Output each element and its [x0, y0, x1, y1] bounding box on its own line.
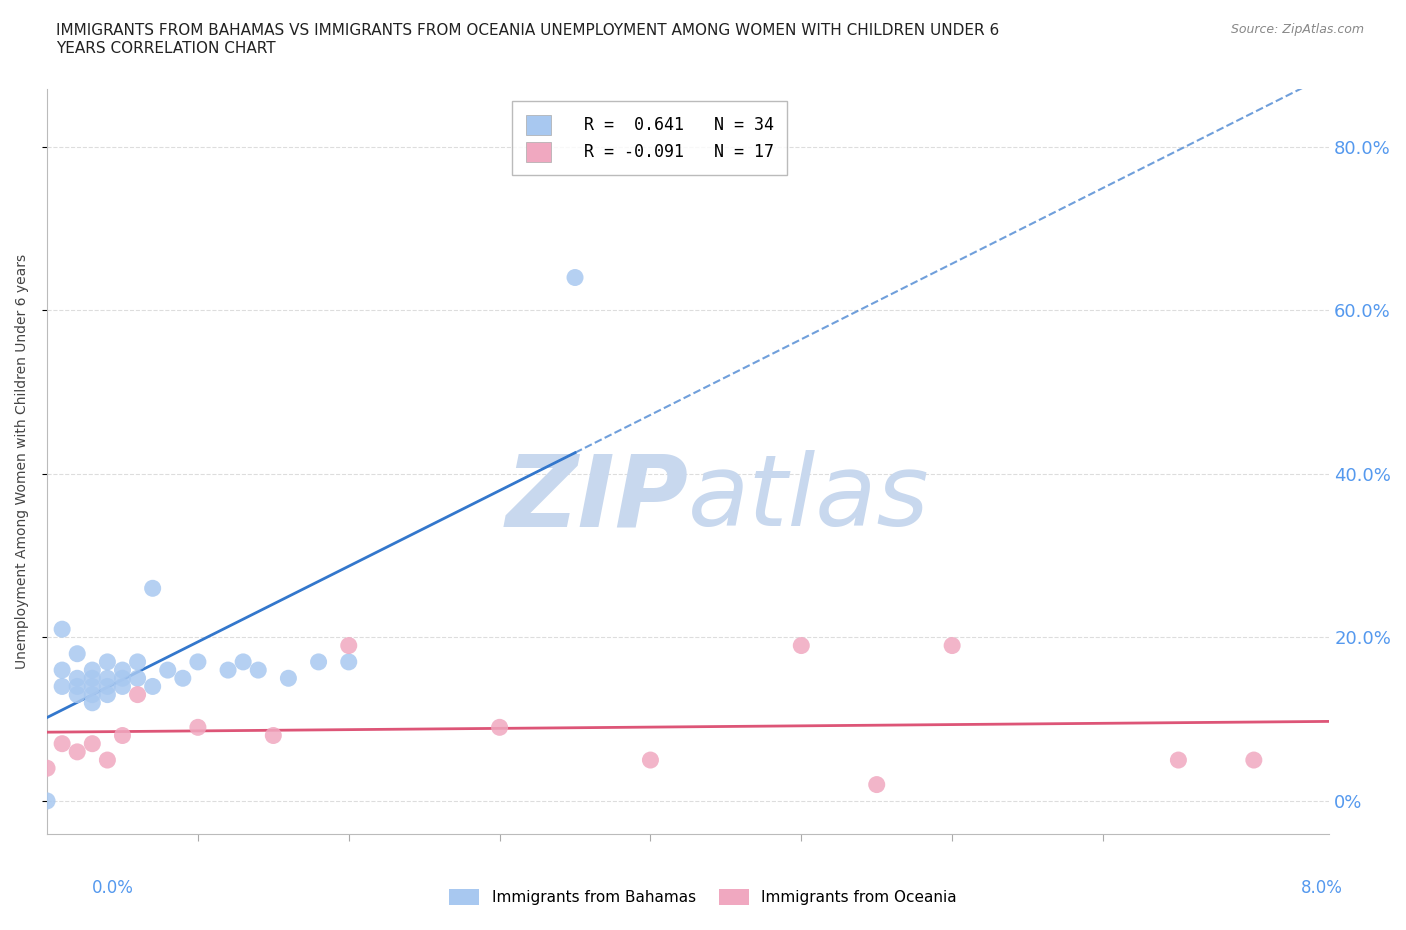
Point: [127, 687, 149, 702]
Point: [96, 655, 118, 670]
Point: [142, 679, 165, 694]
Point: [96, 671, 118, 685]
Y-axis label: Unemployment Among Women with Children Under 6 years: Unemployment Among Women with Children U…: [15, 254, 30, 669]
Text: IMMIGRANTS FROM BAHAMAS VS IMMIGRANTS FROM OCEANIA UNEMPLOYMENT AMONG WOMEN WITH: IMMIGRANTS FROM BAHAMAS VS IMMIGRANTS FR…: [56, 23, 1000, 56]
Point: [156, 663, 179, 678]
Point: [247, 663, 270, 678]
Point: [564, 270, 586, 285]
Text: 8.0%: 8.0%: [1301, 879, 1343, 897]
Point: [172, 671, 194, 685]
Point: [187, 720, 209, 735]
Point: [66, 646, 89, 661]
Point: [187, 655, 209, 670]
Point: [1243, 752, 1265, 767]
Point: [277, 671, 299, 685]
Point: [308, 655, 330, 670]
Point: [82, 679, 104, 694]
Point: [96, 687, 118, 702]
Text: Source: ZipAtlas.com: Source: ZipAtlas.com: [1230, 23, 1364, 36]
Point: [142, 581, 165, 596]
Point: [337, 638, 360, 653]
Point: [96, 752, 118, 767]
Point: [111, 663, 134, 678]
Text: ZIP: ZIP: [505, 450, 688, 547]
Point: [488, 720, 510, 735]
Point: [127, 671, 149, 685]
Point: [941, 638, 963, 653]
Point: [1167, 752, 1189, 767]
Point: [790, 638, 813, 653]
Point: [35, 761, 58, 776]
Point: [51, 679, 73, 694]
Legend:   R =  0.641   N = 34,   R = -0.091   N = 17: R = 0.641 N = 34, R = -0.091 N = 17: [512, 101, 787, 176]
Legend: Immigrants from Bahamas, Immigrants from Oceania: Immigrants from Bahamas, Immigrants from…: [441, 882, 965, 913]
Point: [337, 655, 360, 670]
Text: 0.0%: 0.0%: [91, 879, 134, 897]
Point: [127, 655, 149, 670]
Point: [111, 671, 134, 685]
Point: [111, 679, 134, 694]
Point: [82, 687, 104, 702]
Point: [640, 752, 662, 767]
Point: [82, 663, 104, 678]
Point: [262, 728, 284, 743]
Point: [866, 777, 889, 792]
Point: [82, 737, 104, 751]
Point: [51, 663, 73, 678]
Point: [96, 679, 118, 694]
Point: [66, 679, 89, 694]
Point: [51, 622, 73, 637]
Point: [51, 737, 73, 751]
Point: [82, 696, 104, 711]
Point: [82, 671, 104, 685]
Point: [66, 671, 89, 685]
Text: atlas: atlas: [688, 450, 929, 547]
Point: [66, 687, 89, 702]
Point: [232, 655, 254, 670]
Point: [35, 793, 58, 808]
Point: [66, 744, 89, 759]
Point: [217, 663, 239, 678]
Point: [111, 728, 134, 743]
